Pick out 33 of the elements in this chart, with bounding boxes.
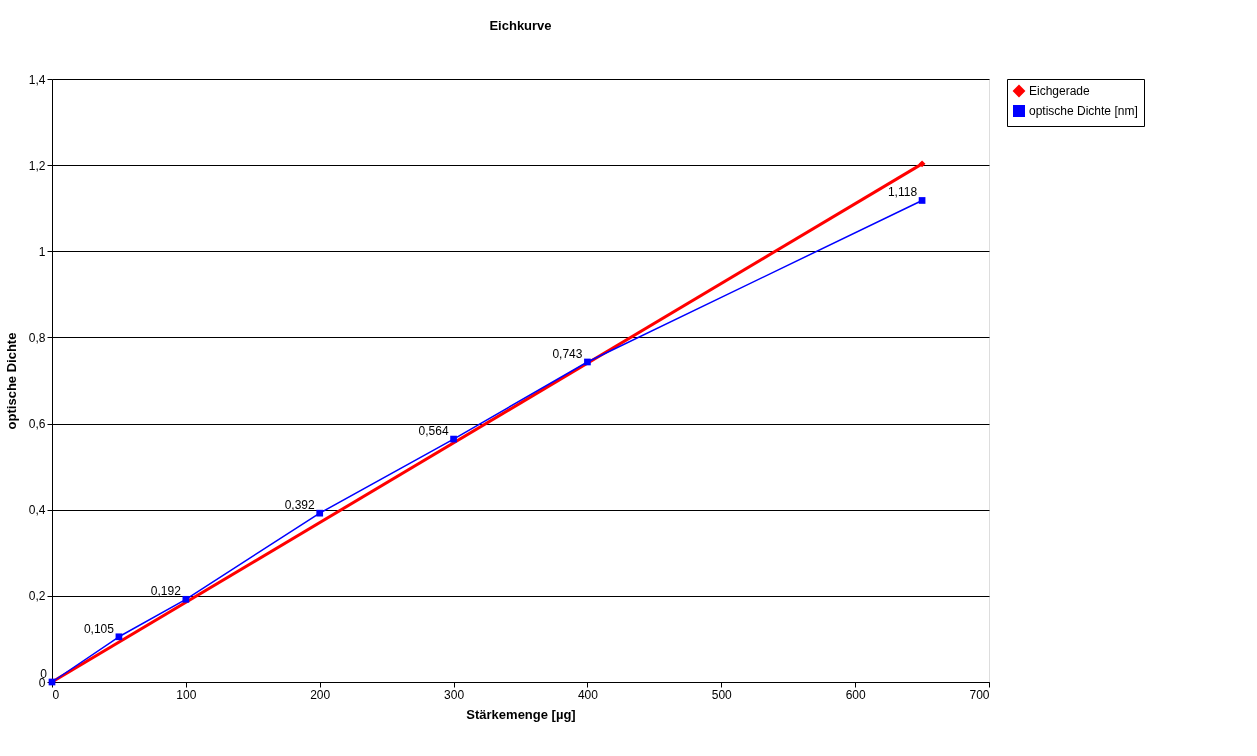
data-label: 0,392	[284, 498, 316, 513]
y-tick-label: 1,4	[28, 72, 46, 87]
data-label: 0,105	[83, 621, 115, 636]
point	[115, 633, 123, 641]
y-tick-label: 0,2	[28, 589, 46, 604]
y-tick-label: 1,2	[28, 158, 46, 173]
x-axis-title: Stärkemenge [µg]	[466, 706, 576, 722]
chart-title: Eichkurve	[489, 18, 552, 33]
point	[182, 595, 190, 603]
x-tick-label: 0	[52, 687, 60, 702]
y-axis-title: optische Dichte	[3, 332, 19, 430]
point	[316, 509, 324, 517]
x-tick-label: 500	[711, 687, 733, 702]
point	[918, 197, 926, 204]
data-label: 1,118	[887, 185, 918, 200]
y-tick-label: 0,8	[28, 330, 46, 345]
x-tick-label: 400	[577, 687, 599, 702]
point	[450, 435, 457, 443]
y-tick-label: 0,6	[28, 417, 46, 432]
y-tick-label: 0,4	[28, 503, 46, 518]
x-tick-label: 100	[176, 687, 197, 702]
data-label: 0,192	[150, 584, 182, 599]
data-label: 0,743	[552, 346, 583, 361]
x-tick-label: 700	[969, 687, 990, 702]
x-tick-label: 600	[845, 687, 866, 702]
point	[918, 160, 926, 168]
y-tick-label: 1	[38, 244, 46, 259]
point	[584, 358, 591, 366]
x-tick-label: 200	[310, 687, 331, 702]
data-label: 0,564	[418, 424, 449, 439]
legend-label: Eichgerade	[1029, 84, 1091, 98]
legend-label: optische Dichte [nm]	[1029, 104, 1138, 118]
x-tick-label: 300	[444, 687, 465, 702]
